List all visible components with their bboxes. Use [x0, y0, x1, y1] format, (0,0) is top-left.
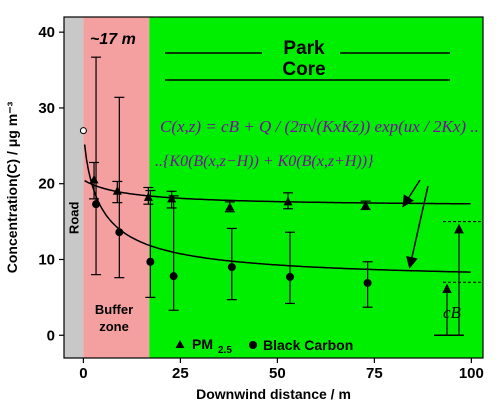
point-black-carbon: [363, 278, 372, 287]
zone-road: [64, 17, 84, 358]
point-black-carbon: [92, 200, 101, 209]
x-tick-label: 50: [269, 365, 286, 382]
x-tick-label: 0: [79, 365, 87, 382]
point-pm25: [167, 193, 177, 203]
legend-marker-pm25: [175, 340, 185, 348]
cb-label: cB: [443, 303, 462, 322]
point-black-carbon: [286, 272, 295, 281]
park-label-2: Core: [282, 59, 325, 80]
point-road: [79, 127, 87, 135]
arrow-to-pm25: [402, 179, 421, 208]
y-tick-label: 10: [38, 251, 55, 268]
point-pm25: [112, 186, 122, 195]
buffer-zone-label-2: zone: [99, 319, 129, 334]
legend-sub-pm25: 2.5: [218, 345, 232, 356]
legend-label-black-carbon: Black Carbon: [263, 337, 353, 353]
x-tick-label: 75: [366, 365, 383, 382]
y-tick-label: 40: [38, 24, 55, 41]
point-black-carbon: [146, 257, 155, 266]
legend-label-pm25: PM: [192, 336, 213, 352]
equation-line-2: ..{K0(B(x,z−H)) + K0(B(x,z+H))}: [155, 153, 374, 170]
point-black-carbon: [115, 228, 124, 237]
y-tick-label: 0: [47, 327, 55, 344]
arrow-to-black-carbon: [406, 185, 429, 269]
buffer-width-label: ~17 m: [90, 31, 136, 48]
point-pm25: [225, 202, 235, 211]
fit-curve-black-carbon: [83, 144, 471, 273]
legend-marker-black-carbon: [249, 341, 257, 349]
road-label: Road: [67, 202, 82, 235]
y-tick-label: 30: [38, 100, 55, 117]
point-pm25: [143, 192, 153, 201]
plot-frame: [63, 16, 484, 359]
point-black-carbon: [169, 272, 178, 281]
x-tick-label: 100: [459, 365, 484, 382]
equation-line-1: C(x,z) = cB + Q / (2π√(KxKz)) exp(ux / 2…: [160, 117, 479, 136]
point-black-carbon: [227, 263, 236, 272]
point-pm25: [89, 174, 99, 184]
y-axis-label: Concentration(C) / μg m⁻³: [4, 101, 20, 273]
x-axis-label: Downwind distance / m: [196, 386, 351, 402]
buffer-zone-label-1: Buffer: [95, 302, 133, 317]
point-pm25: [283, 196, 293, 206]
park-label-1: Park: [283, 38, 325, 59]
point-pm25: [361, 200, 371, 210]
x-tick-label: 25: [172, 365, 189, 382]
y-tick-label: 20: [38, 176, 55, 193]
